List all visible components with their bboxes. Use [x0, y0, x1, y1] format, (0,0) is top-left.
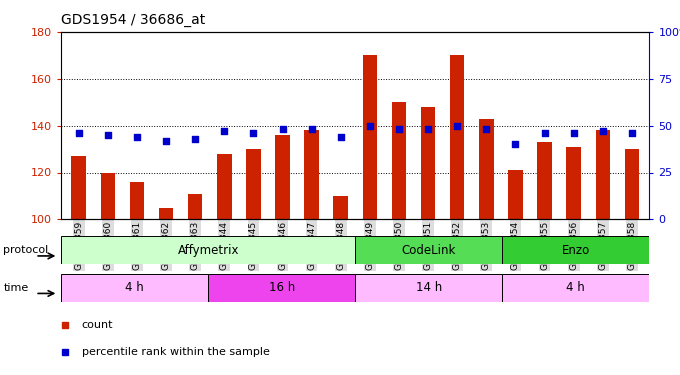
Text: 14 h: 14 h	[415, 281, 442, 294]
Bar	[596, 130, 610, 219]
Point	[568, 130, 579, 136]
Text: 4 h: 4 h	[566, 281, 585, 294]
Bar	[625, 149, 639, 219]
Text: GDS1954 / 36686_at: GDS1954 / 36686_at	[61, 13, 205, 27]
Text: protocol: protocol	[3, 245, 49, 255]
Text: percentile rank within the sample: percentile rank within the sample	[82, 347, 269, 357]
Point	[626, 130, 637, 136]
Point	[73, 130, 84, 136]
Bar	[188, 194, 203, 219]
Bar	[392, 102, 406, 219]
Point	[160, 138, 171, 144]
Bar	[61, 274, 208, 302]
Bar	[508, 170, 523, 219]
Bar	[71, 156, 86, 219]
Bar	[217, 154, 232, 219]
Point	[510, 141, 521, 147]
Point	[452, 123, 462, 129]
Point	[539, 130, 550, 136]
Bar	[537, 142, 552, 219]
Text: 4 h: 4 h	[125, 281, 144, 294]
Text: count: count	[82, 320, 113, 330]
Text: Affymetrix: Affymetrix	[177, 244, 239, 257]
Bar	[479, 118, 494, 219]
Point	[481, 126, 492, 132]
Point	[103, 132, 114, 138]
Bar	[61, 236, 355, 264]
Bar	[333, 196, 348, 219]
Text: 16 h: 16 h	[269, 281, 295, 294]
Point	[248, 130, 259, 136]
Bar	[355, 274, 503, 302]
Bar	[305, 130, 319, 219]
Point	[364, 123, 375, 129]
Point	[306, 126, 317, 132]
Bar	[503, 236, 649, 264]
Point	[190, 136, 201, 142]
Bar	[158, 208, 173, 219]
Bar	[503, 274, 649, 302]
Point	[394, 126, 405, 132]
Point	[131, 134, 142, 140]
Point	[597, 128, 608, 134]
Bar	[246, 149, 260, 219]
Point	[335, 134, 346, 140]
Bar	[355, 236, 503, 264]
Text: Enzo: Enzo	[562, 244, 590, 257]
Point	[219, 128, 230, 134]
Point	[423, 126, 434, 132]
Bar	[130, 182, 144, 219]
Bar	[450, 56, 464, 219]
Bar	[208, 274, 355, 302]
Point	[277, 126, 288, 132]
Bar	[101, 172, 115, 219]
Bar	[566, 147, 581, 219]
Text: CodeLink: CodeLink	[402, 244, 456, 257]
Bar	[421, 107, 435, 219]
Bar	[275, 135, 290, 219]
Bar	[362, 56, 377, 219]
Text: time: time	[3, 283, 29, 292]
